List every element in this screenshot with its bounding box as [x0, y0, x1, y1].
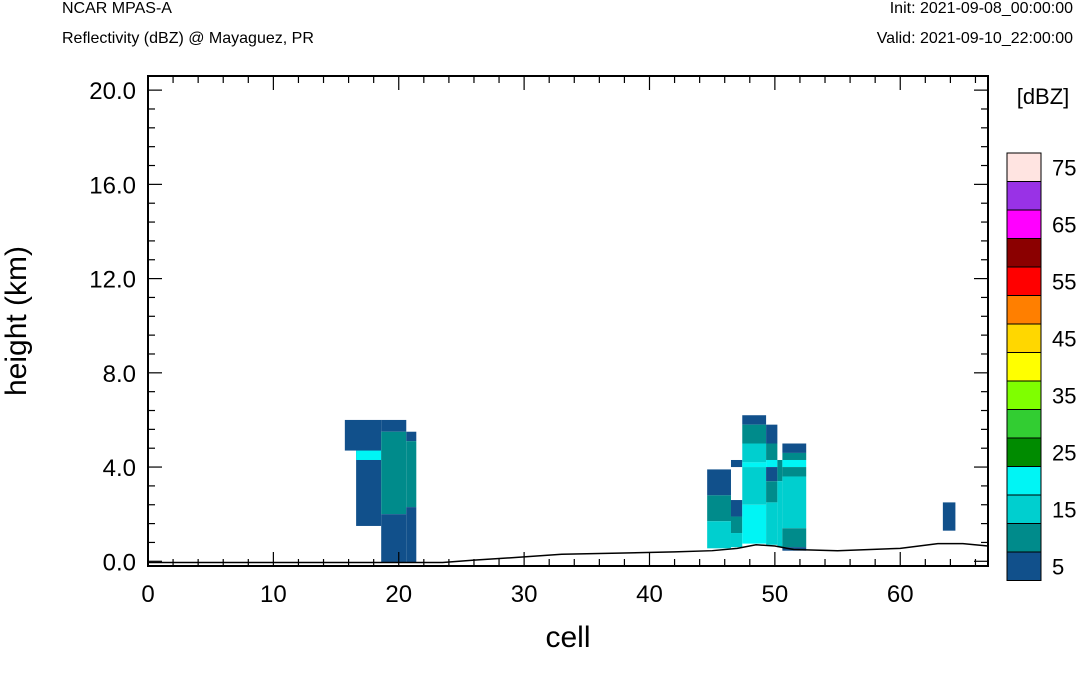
colorbar-swatch: [1006, 323, 1042, 353]
colorbar-label: 45: [1052, 326, 1076, 351]
colorbar-swatch: [1006, 352, 1042, 382]
y-tick-label: 12.0: [89, 267, 136, 294]
reflectivity-cell: [707, 495, 731, 522]
reflectivity-cell: [782, 467, 807, 477]
reflectivity-cell: [730, 459, 743, 468]
reflectivity-cell: [777, 481, 783, 548]
colorbar-swatch: [1006, 209, 1042, 239]
x-tick-label: 0: [141, 581, 154, 608]
colorbar-label: 65: [1052, 212, 1076, 237]
y-tick-label: 20.0: [89, 78, 136, 105]
field-subtitle: Reflectivity (dBZ) @ Mayaguez, PR: [62, 30, 314, 47]
colorbar-label: 25: [1052, 440, 1076, 465]
colorbar-swatch: [1006, 466, 1042, 496]
reflectivity-cell: [742, 415, 767, 425]
x-tick-label: 50: [762, 581, 789, 608]
colorbar-label: 55: [1052, 269, 1076, 294]
reflectivity-cell: [742, 443, 767, 463]
x-tick-label: 10: [260, 581, 287, 608]
reflectivity-cell: [707, 469, 731, 496]
colorbar-swatch: [1006, 380, 1042, 410]
colorbar-swatch: [1006, 494, 1042, 524]
reflectivity-cell: [782, 443, 807, 453]
terrain-line: [148, 542, 989, 564]
colorbar-swatch: [1006, 437, 1042, 467]
reflectivity-cell: [742, 424, 767, 444]
x-tick-label: 40: [636, 581, 663, 608]
reflectivity-cell: [942, 502, 956, 531]
colorbar-label: 15: [1052, 497, 1076, 522]
reflectivity-cell: [730, 500, 743, 517]
colorbar: 5 15 25 35 45 55 65 75: [1006, 152, 1076, 581]
reflectivity-cell: [742, 462, 767, 468]
reflectivity-cell: [406, 431, 417, 442]
reflectivity-cell: [707, 521, 731, 549]
x-axis-title: cell: [545, 621, 590, 654]
y-tick-label: 0.0: [103, 549, 136, 576]
valid-time: Valid: 2021-09-10_22:00:00: [876, 30, 1073, 47]
x-tick-label: 20: [385, 581, 412, 608]
reflectivity-cell: [406, 441, 417, 508]
colorbar-swatch: [1006, 238, 1042, 268]
colorbar-label: 35: [1052, 383, 1076, 408]
y-tick-label: 16.0: [89, 172, 136, 199]
reflectivity-cell: [742, 467, 767, 505]
colorbar-swatch: [1006, 295, 1042, 325]
reflectivity-cell: [381, 419, 407, 432]
reflectivity-cell: [730, 516, 743, 534]
y-tick-label: 4.0: [103, 455, 136, 482]
reflectivity-cell: [406, 507, 417, 563]
reflectivity-cell: [782, 528, 807, 548]
reflectivity-cell: [766, 502, 778, 545]
reflectivity-cell: [766, 443, 778, 460]
reflectivity-cell: [782, 452, 807, 460]
reflectivity-cell: [742, 504, 767, 544]
terrain-layer: [148, 542, 989, 564]
colorbar-swatch: [1006, 266, 1042, 296]
reflectivity-cell: [766, 467, 778, 482]
reflectivity-cell: [356, 450, 382, 526]
reflectivity-cell: [782, 459, 807, 468]
x-tick-label: 30: [511, 581, 538, 608]
reflectivity-cell: [381, 514, 407, 563]
plot-frame: [147, 75, 989, 567]
colorbar-label: 5: [1052, 554, 1064, 579]
model-title: NCAR MPAS-A: [62, 0, 172, 17]
x-tick-labels: 0 10 20 30 40 50 60: [141, 581, 913, 608]
colorbar-swatch: [1006, 152, 1042, 182]
reflectivity-cell: [344, 419, 382, 451]
colorbar-unit-label: [dBZ]: [1017, 84, 1070, 109]
y-tick-label: 8.0: [103, 361, 136, 388]
reflectivity-cell: [782, 476, 807, 529]
y-tick-labels: 0.0 4.0 8.0 12.0 16.0 20.0: [89, 78, 136, 576]
x-tick-label: 60: [887, 581, 914, 608]
colorbar-label: 75: [1052, 155, 1076, 180]
axis-ticks: [147, 76, 988, 566]
reflectivity-cell: [730, 533, 743, 548]
colorbar-swatch: [1006, 409, 1042, 439]
reflectivity-cell: [766, 481, 778, 503]
colorbar-swatch: [1006, 551, 1042, 581]
init-time: Init: 2021-09-08_00:00:00: [889, 0, 1073, 17]
reflectivity-cell: [766, 459, 778, 468]
y-axis-title: height (km): [0, 246, 33, 396]
reflectivity-cell: [381, 431, 407, 515]
reflectivity-cell: [356, 450, 382, 460]
reflectivity-cell: [766, 424, 778, 444]
colorbar-swatch: [1006, 523, 1042, 553]
colorbar-swatch: [1006, 181, 1042, 211]
reflectivity-cells: [344, 415, 956, 563]
reflectivity-cell: [777, 459, 783, 482]
